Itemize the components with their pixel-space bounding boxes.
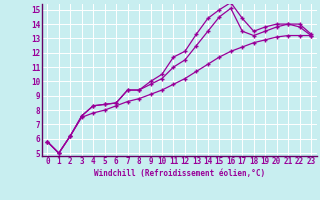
X-axis label: Windchill (Refroidissement éolien,°C): Windchill (Refroidissement éolien,°C) [94,169,265,178]
